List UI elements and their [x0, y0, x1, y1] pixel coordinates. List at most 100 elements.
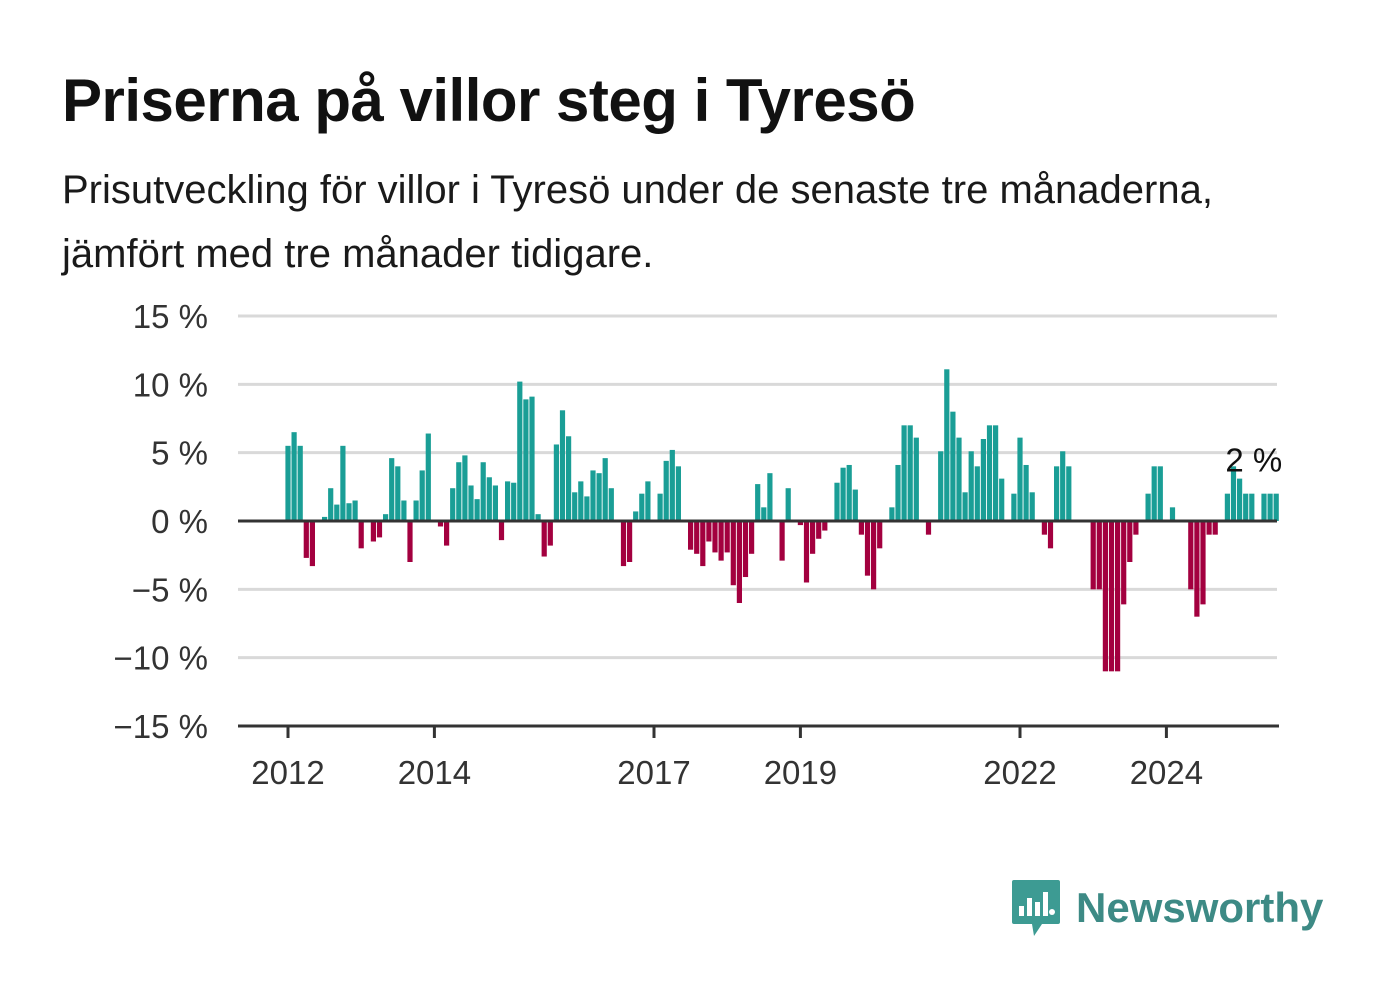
- x-axis-ticks: 2012 2014 2017 2019 2022 2024: [251, 726, 1203, 791]
- bar: [553, 444, 559, 521]
- bar: [1267, 493, 1273, 521]
- bar: [1273, 493, 1279, 521]
- bar: [285, 445, 291, 521]
- bar: [712, 521, 718, 553]
- bar: [486, 477, 492, 521]
- bar: [730, 521, 736, 586]
- bar: [858, 521, 864, 535]
- y-tick-label: −5 %: [132, 571, 208, 608]
- bar: [309, 521, 315, 567]
- bar: [529, 396, 535, 521]
- bar: [1090, 521, 1096, 590]
- bar: [1096, 521, 1102, 590]
- bar: [590, 470, 596, 521]
- bar: [895, 464, 901, 521]
- bar: [566, 436, 572, 521]
- bar: [340, 445, 346, 521]
- bar: [1206, 521, 1212, 535]
- bar: [1157, 466, 1163, 521]
- bar: [547, 521, 553, 546]
- bar: [444, 521, 450, 546]
- y-axis-ticks: 15 % 10 % 5 % 0 % −5 % −10 % −15 %: [114, 298, 209, 745]
- bar: [1230, 466, 1237, 521]
- bar: [1200, 521, 1206, 605]
- bar: [962, 492, 968, 521]
- bar: [974, 466, 980, 521]
- bar: [938, 451, 944, 521]
- bar: [1151, 466, 1157, 521]
- chart-title: Priserna på villor steg i Tyresö: [62, 67, 916, 134]
- bar: [1066, 466, 1072, 521]
- bar: [877, 521, 883, 549]
- bar: [1029, 492, 1035, 521]
- bar: [846, 464, 852, 521]
- bar: [322, 516, 328, 521]
- bar: [559, 410, 566, 521]
- bar: [1224, 493, 1230, 521]
- bar: [1169, 507, 1176, 521]
- bar: [462, 455, 468, 521]
- bar: [608, 488, 614, 521]
- bar: [663, 460, 669, 521]
- y-tick-label: 5 %: [151, 435, 208, 472]
- bar: [358, 521, 364, 549]
- x-tick-label: 2012: [251, 754, 324, 791]
- bar: [779, 521, 785, 561]
- bar: [578, 481, 584, 521]
- bar: [889, 507, 895, 521]
- bar: [950, 411, 956, 521]
- bar: [602, 458, 608, 521]
- bar: [834, 482, 840, 521]
- y-tick-label: −10 %: [114, 640, 209, 677]
- bar: [736, 521, 742, 603]
- bar: [1121, 521, 1127, 605]
- bar: [822, 521, 828, 531]
- bar: [535, 514, 541, 521]
- bar: [474, 499, 480, 521]
- bar: [346, 503, 352, 521]
- bar: [986, 425, 993, 521]
- bar: [328, 488, 334, 521]
- bar: [303, 521, 309, 558]
- bar: [523, 399, 529, 521]
- axes: [238, 519, 1279, 728]
- bar: [907, 425, 913, 521]
- bar: [797, 521, 803, 526]
- bar: [700, 521, 706, 567]
- newsworthy-logo-icon: [1012, 880, 1060, 936]
- bar: [370, 521, 376, 542]
- bar: [694, 521, 700, 554]
- brand-logo: Newsworthy: [1010, 878, 1323, 938]
- bar: [511, 482, 517, 521]
- bar: [840, 467, 846, 521]
- last-value-label: 2 %: [1225, 442, 1282, 479]
- bar: [395, 466, 401, 521]
- bar: [706, 521, 712, 542]
- bar: [1145, 493, 1151, 521]
- bar: [334, 504, 340, 521]
- bar: [517, 381, 523, 521]
- bar: [407, 521, 413, 562]
- bar: [1188, 521, 1194, 590]
- bar: [810, 521, 816, 554]
- bar: [755, 484, 761, 521]
- bar: [291, 432, 297, 521]
- bar: [956, 437, 962, 521]
- bar: [498, 521, 505, 541]
- bar: [816, 521, 822, 539]
- bar: [584, 496, 590, 521]
- bar: [541, 521, 547, 557]
- bar: [437, 521, 444, 527]
- bar: [871, 521, 877, 590]
- x-tick-label: 2024: [1130, 754, 1203, 791]
- bar: [1060, 451, 1066, 521]
- x-tick-label: 2019: [764, 754, 837, 791]
- bar: [993, 425, 999, 521]
- x-tick-label: 2014: [398, 754, 471, 791]
- y-tick-label: 10 %: [133, 366, 208, 403]
- bar: [1023, 464, 1029, 521]
- bar: [1115, 521, 1121, 672]
- bar: [572, 492, 578, 521]
- bar: [450, 488, 456, 521]
